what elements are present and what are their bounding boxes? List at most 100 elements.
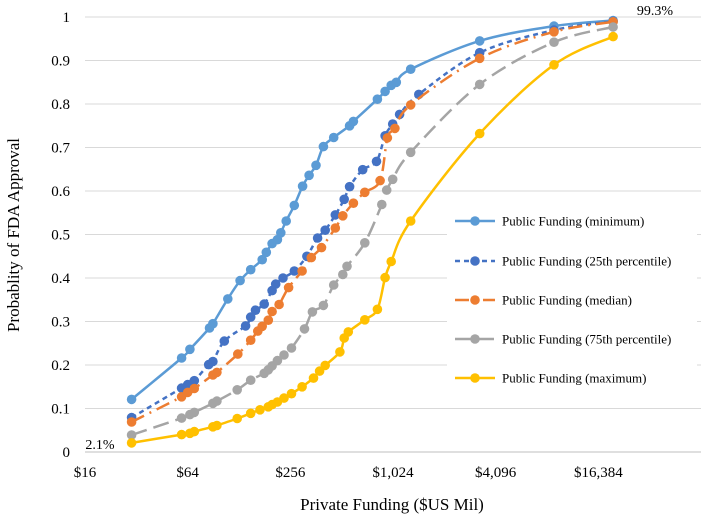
data-point (208, 318, 218, 329)
data-point (263, 315, 274, 326)
data-point (235, 275, 245, 286)
data-point (549, 27, 559, 37)
data-point (382, 133, 393, 143)
data-point (126, 438, 137, 448)
data-point (245, 312, 256, 322)
data-point (245, 408, 256, 419)
data-point (289, 266, 300, 276)
legend-marker-icon (470, 373, 480, 383)
data-point (474, 79, 485, 90)
x-tick-label: $1,024 (372, 465, 414, 481)
y-tick-label: 0.6 (51, 184, 70, 200)
data-point (245, 375, 256, 386)
gridlines (85, 16, 701, 409)
data-point (189, 407, 200, 418)
data-point (126, 394, 137, 405)
data-point (405, 216, 416, 226)
data-point (360, 238, 370, 248)
data-point (549, 60, 559, 70)
data-point (372, 304, 383, 315)
legend-marker-icon (470, 256, 480, 266)
data-point (306, 252, 317, 263)
data-point (286, 388, 297, 399)
data-point (267, 306, 277, 317)
data-point (474, 53, 485, 64)
data-point (233, 349, 243, 359)
data-point (176, 353, 187, 363)
data-point (360, 315, 370, 325)
y-tick-label: 0 (63, 445, 71, 461)
legend-marker-icon (470, 216, 480, 226)
x-tick-label: $16,384 (574, 465, 623, 481)
data-point (549, 37, 559, 47)
data-point (380, 86, 390, 97)
data-point (261, 247, 272, 258)
x-axis-title: Private Funding ($US Mil) (300, 495, 484, 514)
data-point (308, 373, 319, 383)
legend-item-median: Public Funding (median) (455, 293, 632, 308)
x-tick-label: $4,096 (475, 465, 517, 481)
data-point (276, 228, 286, 238)
data-point (281, 216, 292, 226)
data-point (185, 344, 195, 355)
data-point (405, 100, 416, 110)
y-tick-label: 0.9 (51, 54, 70, 70)
data-point (474, 128, 485, 139)
data-point (348, 198, 359, 208)
data-point (381, 185, 392, 195)
data-point (474, 36, 485, 46)
series-3 (126, 17, 618, 427)
annotation-min-value: 2.1% (85, 438, 115, 453)
data-point (312, 233, 323, 243)
data-point (219, 336, 230, 346)
data-point (330, 223, 341, 233)
annotation-max-value: 99.3% (637, 4, 674, 19)
series-4 (126, 22, 618, 440)
x-tick-label: $256 (275, 465, 306, 481)
data-point (405, 64, 416, 74)
data-point (250, 305, 261, 316)
legend-marker-icon (470, 295, 480, 305)
data-point (259, 299, 270, 309)
data-point (348, 116, 359, 127)
data-point (342, 261, 352, 272)
y-axis-title: Probablity of FDA Approval (4, 138, 23, 332)
data-point (272, 355, 283, 366)
legend-label: Public Funding (maximum) (502, 371, 646, 386)
data-point (608, 22, 618, 32)
data-point (311, 160, 321, 171)
data-point (274, 299, 284, 310)
data-point (212, 420, 222, 431)
data-point (380, 272, 390, 283)
data-point (257, 254, 268, 265)
data-point (286, 343, 297, 353)
legend-label: Public Funding (minimum) (502, 214, 644, 229)
y-tick-label: 0.8 (51, 97, 70, 113)
data-point (223, 294, 233, 304)
data-point (377, 199, 387, 210)
data-point (375, 175, 385, 186)
data-point (387, 174, 398, 185)
legend-item-maximum: Public Funding (maximum) (455, 371, 646, 386)
legend-item-minimum: Public Funding (minimum) (455, 214, 644, 229)
data-point (289, 200, 300, 211)
data-point (189, 426, 200, 437)
y-tick-label: 1 (63, 10, 71, 26)
data-point (318, 141, 329, 152)
y-tick-label: 0.5 (51, 228, 70, 244)
data-point (126, 430, 137, 440)
data-point (257, 321, 268, 332)
legend-label: Public Funding (25th percentile) (502, 254, 671, 269)
data-point (212, 396, 222, 406)
y-tick-label: 0.4 (51, 271, 70, 287)
data-point (328, 280, 339, 290)
data-point (126, 417, 137, 427)
data-point (176, 429, 187, 440)
data-point (391, 77, 402, 88)
data-point (328, 132, 339, 143)
data-point (339, 194, 350, 205)
data-point (245, 264, 256, 275)
data-point (245, 335, 256, 346)
y-tick-label: 0.3 (51, 315, 70, 331)
